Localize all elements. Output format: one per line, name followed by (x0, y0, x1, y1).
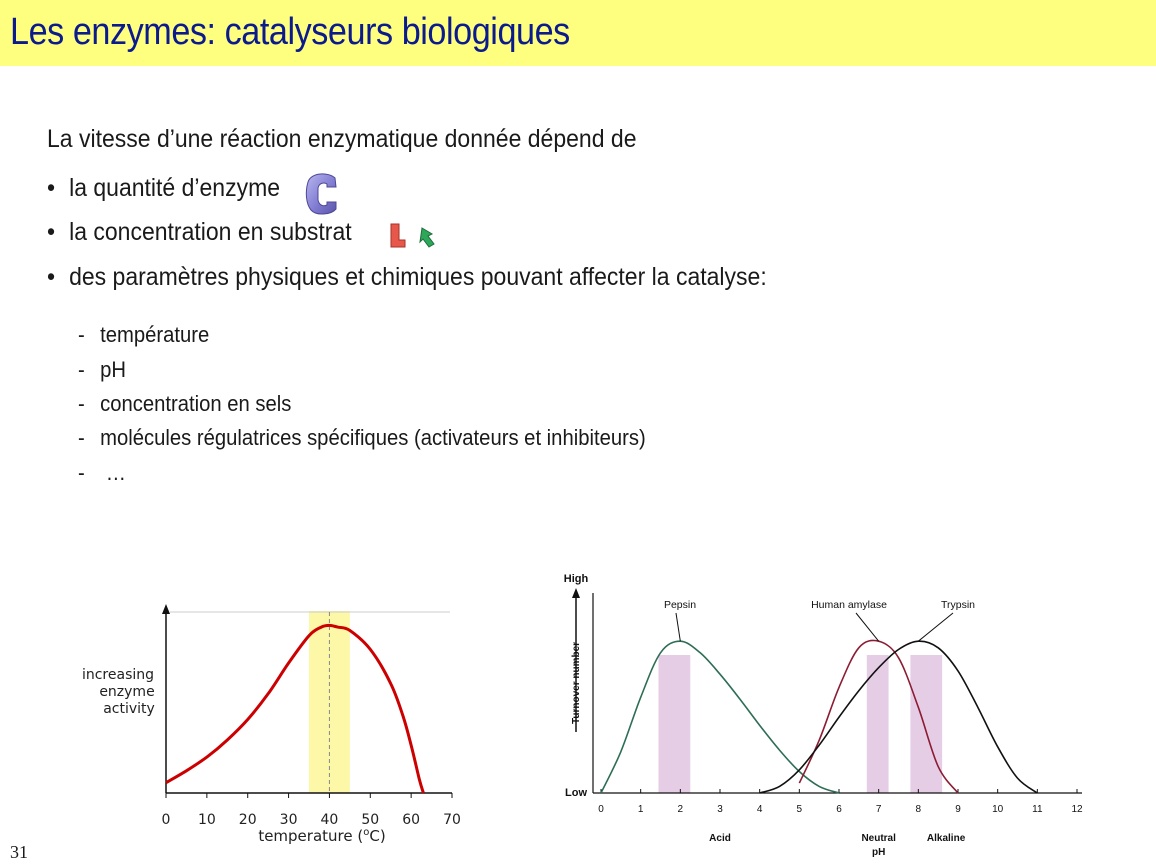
enzyme-c-shape-icon (305, 173, 337, 215)
series-name-label: Trypsin (941, 599, 975, 611)
x-tick-label: 1 (638, 804, 644, 815)
x-tick-label: 70 (443, 812, 461, 828)
sub-label: molécules régulatrices spécifiques (acti… (100, 425, 646, 450)
title-bar: Les enzymes: catalyseurs biologiques (0, 0, 1156, 66)
bullet-item: • la concentration en substrat (47, 218, 352, 247)
x-tick-label: 50 (361, 812, 379, 828)
series-line-human-amylase (798, 639, 959, 794)
bullet-label: la concentration en substrat (69, 218, 352, 246)
x-tick-label: 5 (797, 804, 803, 815)
bullet-label: la quantité d’enzyme (69, 174, 281, 202)
sub-dash: - (78, 460, 85, 485)
x-tick-label: 60 (402, 812, 420, 828)
x-tick-label: 10 (992, 804, 1004, 815)
series-callout-line (855, 612, 880, 642)
sub-dash: - (78, 322, 85, 347)
ph-region-label: Acid (709, 833, 731, 844)
y-axis-label-line-3: activity (103, 701, 155, 717)
x-axis-label: temperature (oC) (258, 827, 385, 845)
bullet-dot: • (47, 263, 56, 291)
x-tick-label: 30 (280, 812, 298, 828)
sub-item: - … (78, 460, 126, 486)
up-arrow-icon (572, 588, 580, 598)
sub-label: pH (100, 357, 126, 382)
sub-item: - température (78, 322, 209, 348)
optimum-ph-band (866, 655, 889, 793)
sub-dash: - (78, 391, 85, 416)
intro-text: La vitesse d’une réaction enzymatique do… (47, 125, 637, 153)
sub-item: - concentration en sels (78, 391, 291, 417)
x-tick-label: 6 (836, 804, 842, 815)
series-callout-line (918, 612, 954, 642)
series-name-label: Pepsin (664, 599, 696, 611)
substrate-icons (390, 223, 435, 248)
sub-label: concentration en sels (100, 391, 292, 416)
ph-region-label: Neutral (861, 833, 896, 844)
x-tick-label: 9 (955, 804, 961, 815)
sub-label: température (100, 322, 210, 347)
bullet-label: des paramètres physiques et chimiques po… (69, 263, 767, 291)
x-tick-label: 10 (198, 812, 216, 828)
x-tick-label: 20 (239, 812, 257, 828)
series-line-pepsin (600, 640, 840, 794)
slide-title: Les enzymes: catalyseurs biologiques (10, 11, 570, 53)
ph-region-label: pH (872, 847, 885, 858)
series-callout-line (675, 612, 681, 642)
x-tick-label: 4 (757, 804, 763, 815)
y-axis-label-line-1: increasing (82, 667, 154, 683)
x-tick-label: 0 (598, 804, 604, 815)
x-tick-label: 8 (916, 804, 922, 815)
green-arrow-shape-icon (419, 227, 435, 248)
series-name-label: Human amylase (811, 599, 887, 611)
bullet-dot: • (47, 218, 56, 246)
sub-label: … (100, 460, 126, 485)
y-high-label: High (564, 573, 589, 585)
x-tick-label: 11 (1032, 804, 1043, 815)
sub-item: - molécules régulatrices spécifiques (act… (78, 425, 646, 451)
y-low-label: Low (565, 787, 587, 799)
y-axis-label: Turnover number (571, 642, 582, 724)
bullet-dot: • (47, 174, 56, 202)
x-tick-label: 7 (876, 804, 882, 815)
red-boot-shape-icon (390, 223, 406, 248)
x-tick-label: 12 (1071, 804, 1083, 815)
bullet-item: • des paramètres physiques et chimiques p… (47, 263, 767, 292)
x-tick-label: 40 (321, 812, 339, 828)
x-tick-label: 2 (678, 804, 684, 815)
page-number: 31 (10, 842, 28, 862)
x-tick-label: 0 (162, 812, 171, 828)
y-axis-arrow-icon (162, 604, 170, 614)
bullet-item: • la quantité d’enzyme (47, 174, 280, 203)
optimum-ph-band (658, 655, 691, 793)
sub-item: - pH (78, 357, 126, 383)
sub-dash: - (78, 425, 85, 450)
ph-region-label: Alkaline (927, 833, 966, 844)
optimum-highlight-band (309, 611, 350, 793)
series-line-trypsin (759, 640, 1038, 794)
activity-curve (165, 623, 425, 794)
optimum-ph-band (910, 655, 943, 793)
x-tick-label: 3 (717, 804, 723, 815)
y-axis-label-line-2: enzyme (99, 684, 154, 700)
sub-dash: - (78, 357, 85, 382)
